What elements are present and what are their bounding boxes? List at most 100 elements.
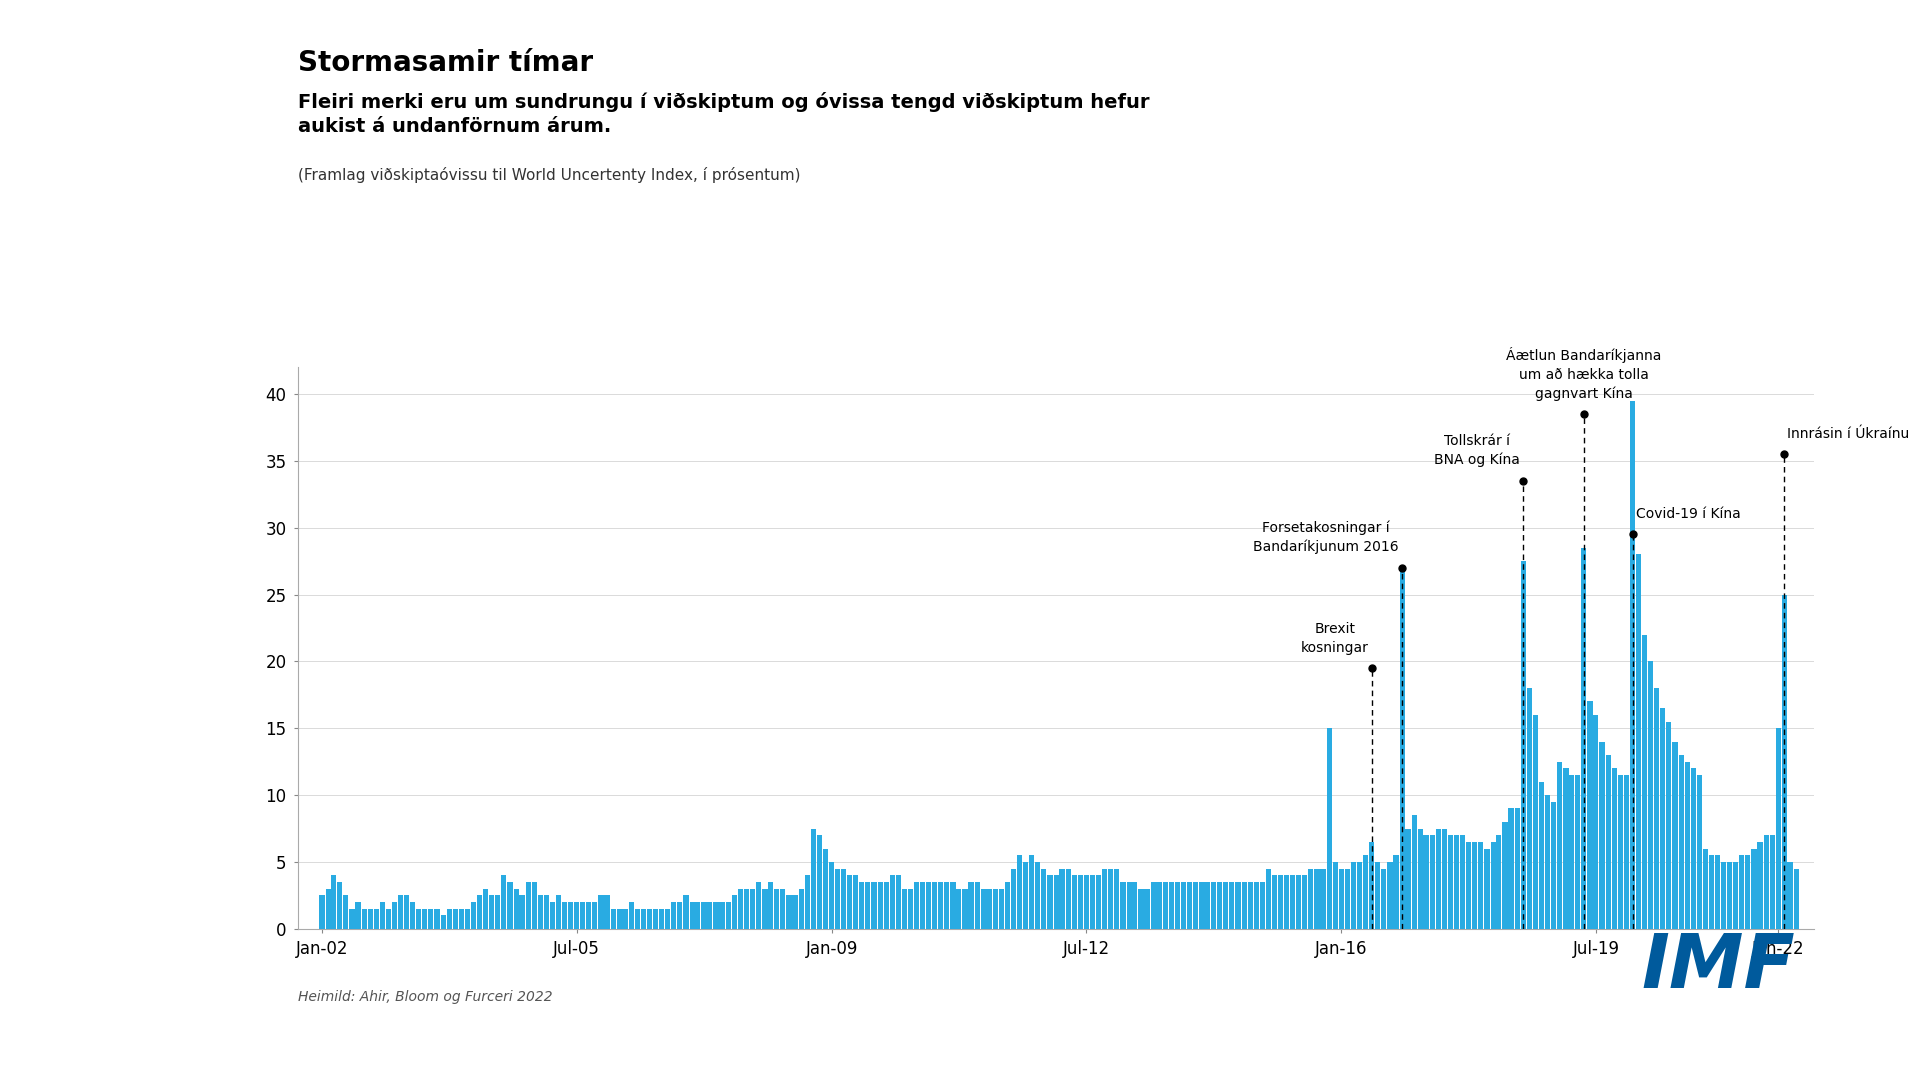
Bar (1515, 809, 1521, 929)
Bar (993, 889, 998, 929)
Bar (1010, 868, 1016, 929)
Bar (1235, 882, 1240, 929)
Bar (434, 908, 440, 929)
Bar (787, 895, 791, 929)
Bar (403, 895, 409, 929)
Bar (1332, 862, 1338, 929)
Bar (678, 902, 682, 929)
Bar (780, 889, 785, 929)
Bar (1538, 782, 1544, 929)
Bar (841, 868, 847, 929)
Bar (684, 895, 689, 929)
Bar (981, 889, 987, 929)
Bar (495, 895, 501, 929)
Bar (465, 908, 470, 929)
Bar (720, 902, 724, 929)
Text: Heimild: Ahir, Bloom og Furceri 2022: Heimild: Ahir, Bloom og Furceri 2022 (298, 990, 553, 1004)
Bar (386, 908, 392, 929)
Bar (1453, 835, 1459, 929)
Bar (1521, 562, 1526, 929)
Bar (1726, 862, 1732, 929)
Bar (501, 875, 507, 929)
Bar (847, 875, 852, 929)
Bar (1720, 862, 1726, 929)
Bar (1175, 882, 1181, 929)
Bar (914, 882, 920, 929)
Bar (897, 875, 900, 929)
Bar (799, 889, 804, 929)
Bar (860, 882, 864, 929)
Bar (1642, 635, 1647, 929)
Bar (968, 882, 973, 929)
Bar (768, 882, 774, 929)
Bar (586, 902, 591, 929)
Bar (1375, 862, 1380, 929)
Bar (1697, 775, 1701, 929)
Text: (Framlag viðskiptaóvissu til World Uncertenty Index, í prósentum): (Framlag viðskiptaóvissu til World Uncer… (298, 167, 801, 184)
Bar (1684, 761, 1690, 929)
Bar (1357, 862, 1361, 929)
Bar (1327, 728, 1332, 929)
Bar (816, 835, 822, 929)
Bar (526, 882, 530, 929)
Bar (1083, 875, 1089, 929)
Bar (507, 882, 513, 929)
Bar (672, 902, 676, 929)
Bar (945, 882, 948, 929)
Bar (1661, 708, 1665, 929)
Bar (908, 889, 914, 929)
Bar (866, 882, 870, 929)
Bar (931, 882, 937, 929)
Bar (1442, 828, 1448, 929)
Bar (1611, 768, 1617, 929)
Bar (1018, 855, 1021, 929)
Bar (1703, 849, 1709, 929)
Bar (732, 895, 737, 929)
Bar (925, 882, 931, 929)
Text: Brexit
kosningar: Brexit kosningar (1300, 622, 1369, 654)
Bar (829, 862, 835, 929)
Bar (605, 895, 611, 929)
Bar (422, 908, 428, 929)
Bar (361, 908, 367, 929)
Bar (956, 889, 962, 929)
Bar (1217, 882, 1223, 929)
Bar (453, 908, 457, 929)
Bar (1793, 868, 1799, 929)
Bar (1678, 755, 1684, 929)
Bar (319, 895, 324, 929)
Bar (549, 902, 555, 929)
Bar (1200, 882, 1204, 929)
Bar (568, 902, 574, 929)
Bar (1139, 889, 1144, 929)
Bar (737, 889, 743, 929)
Bar (1254, 882, 1260, 929)
Bar (1060, 868, 1064, 929)
Bar (756, 882, 762, 929)
Bar (1709, 855, 1715, 929)
Bar (447, 908, 451, 929)
Bar (1764, 835, 1768, 929)
Bar (1344, 868, 1350, 929)
Bar (1757, 842, 1763, 929)
Bar (1582, 548, 1586, 929)
Bar (1156, 882, 1162, 929)
Bar (397, 895, 403, 929)
Bar (1121, 882, 1125, 929)
Bar (1388, 862, 1392, 929)
Bar (330, 875, 336, 929)
Bar (1144, 889, 1150, 929)
Bar (751, 889, 755, 929)
Bar (484, 889, 488, 929)
Bar (459, 908, 465, 929)
Bar (1647, 661, 1653, 929)
Bar (1734, 862, 1738, 929)
Bar (701, 902, 707, 929)
Bar (1624, 775, 1628, 929)
Bar (1569, 775, 1574, 929)
Bar (647, 908, 653, 929)
Bar (962, 889, 968, 929)
Bar (1077, 875, 1083, 929)
Bar (1315, 868, 1319, 929)
Bar (428, 908, 434, 929)
